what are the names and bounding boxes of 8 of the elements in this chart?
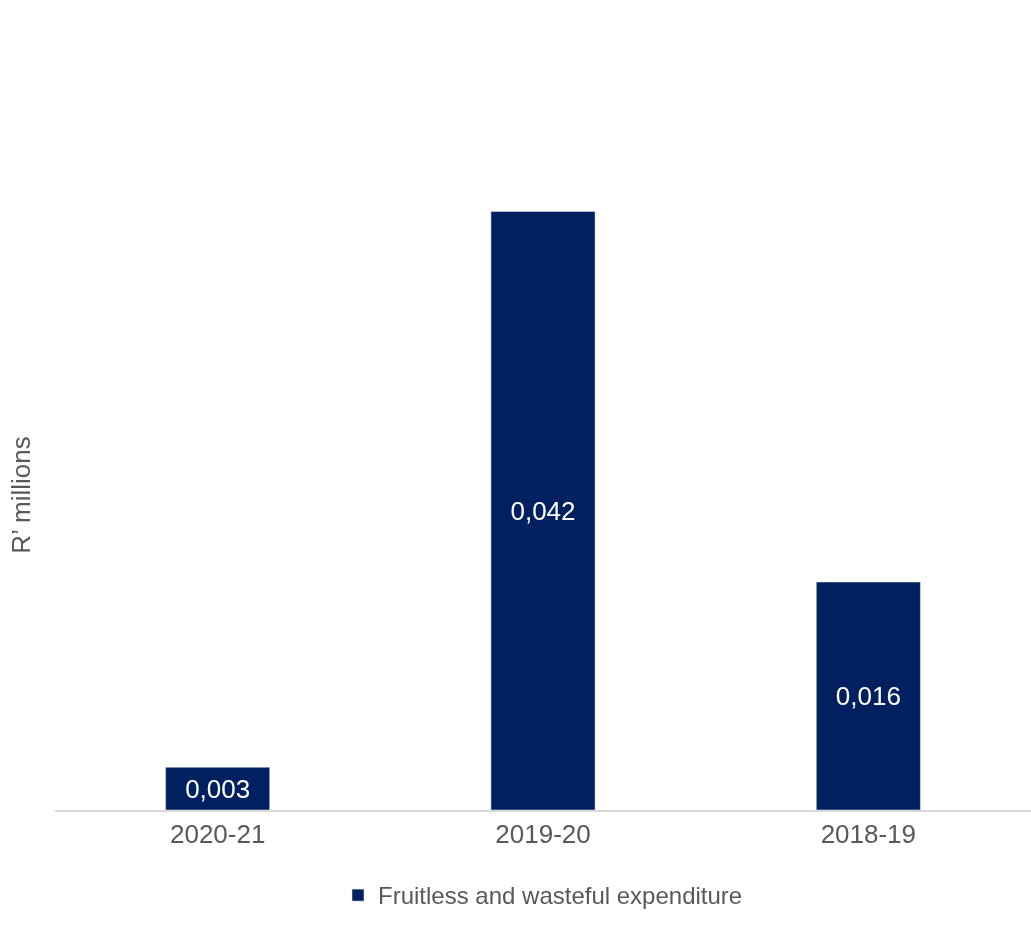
x-tick-label: 2019-20: [495, 818, 591, 849]
x-tick-label: 2018-19: [820, 818, 917, 849]
x-tick-label: 2020-21: [169, 818, 266, 849]
legend-label: Fruitless and wasteful expenditure: [378, 882, 743, 910]
data-label: 0,042: [510, 495, 576, 526]
data-label: 0,003: [185, 773, 251, 804]
data-label: 0,016: [835, 681, 901, 711]
y-axis-title: R’ millions: [6, 436, 37, 554]
